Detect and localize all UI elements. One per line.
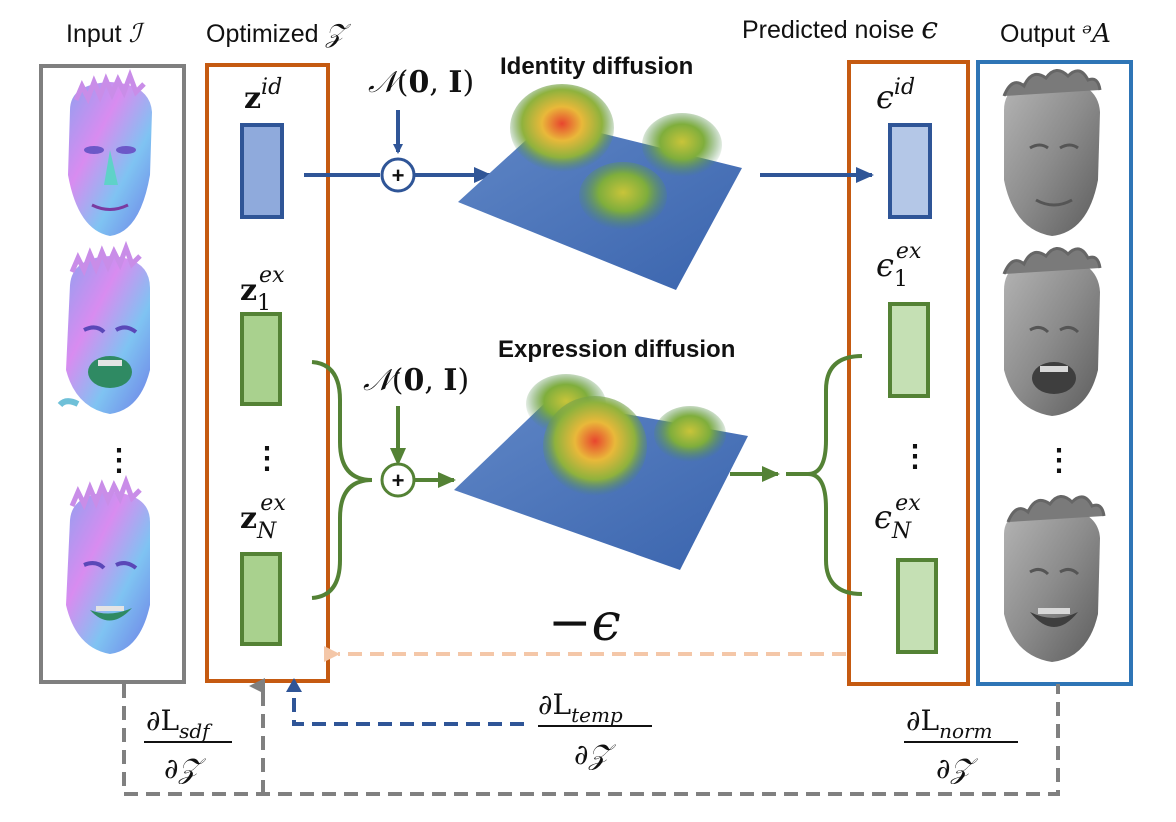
svg-text:∂Ltemp: ∂Ltemp — [538, 688, 623, 727]
eps1-ex-block — [888, 302, 930, 398]
z-id-label: zid — [244, 75, 282, 116]
output-frame — [976, 60, 1133, 686]
expression-diffusion-title: Expression diffusion — [498, 336, 735, 363]
identity-diffusion-title: Identity diffusion — [500, 53, 693, 80]
epsN-ex-label: ϵNex — [874, 491, 921, 544]
input-head-1 — [68, 68, 152, 236]
neg-eps-label: −ϵ — [548, 593, 621, 653]
loss-sdf-fraction: ∂Lsdf ∂𝒵 — [144, 704, 232, 785]
input-header: Input ℐ — [66, 19, 145, 49]
eps-dots: ⋮ — [900, 440, 930, 473]
svg-text:∂Lnorm: ∂Lnorm — [906, 704, 993, 743]
input-head-3 — [66, 474, 150, 654]
svg-text:∂𝒵: ∂𝒵 — [936, 752, 978, 785]
output-head-2 — [1002, 247, 1102, 416]
output-head-1 — [1002, 69, 1102, 236]
output-head-3 — [1004, 495, 1106, 662]
svg-text:∂Lsdf: ∂Lsdf — [146, 704, 213, 743]
optimized-header: Optimized 𝒵 — [206, 19, 352, 49]
epsN-ex-block — [896, 558, 938, 654]
predicted-noise-header: Predicted noise ϵ — [742, 11, 938, 46]
eps-ex-bracket-right — [786, 354, 863, 596]
z-dots: ⋮ — [252, 442, 282, 475]
optimized-frame — [205, 63, 330, 683]
noise-frame — [847, 60, 970, 686]
sum-node-expression-plus: + — [392, 468, 405, 493]
eps-id-label: ϵid — [876, 75, 915, 116]
input-frame — [39, 64, 186, 684]
z1-ex-label: z1ex — [240, 263, 285, 316]
noise-dist-bottom: 𝒩(0, I) — [363, 363, 469, 398]
zN-ex-label: zNex — [240, 491, 286, 544]
zN-ex-block — [240, 552, 282, 646]
loss-temp-fraction: ∂Ltemp ∂𝒵 — [538, 688, 652, 771]
expression-diffusion-surface — [454, 374, 748, 570]
eps1-ex-label: ϵ1ex — [876, 239, 922, 292]
svg-text:∂𝒵: ∂𝒵 — [164, 752, 206, 785]
identity-diffusion-surface — [458, 84, 742, 290]
loss-temp-path — [292, 690, 524, 726]
noise-dist-top: 𝒩(0, I) — [368, 65, 474, 100]
z-id-block — [240, 123, 284, 219]
output-header: Output ᵊA — [1000, 19, 1111, 49]
output-dots: ⋮ — [1044, 444, 1074, 477]
input-dots: ⋮ — [104, 444, 134, 477]
z1-ex-block — [240, 312, 282, 406]
input-head-2 — [57, 240, 150, 414]
loss-sdf-path — [122, 684, 1060, 796]
loss-norm-fraction: ∂Lnorm ∂𝒵 — [904, 704, 1018, 785]
svg-text:∂𝒵: ∂𝒵 — [574, 738, 616, 771]
eps-id-block — [888, 123, 932, 219]
sum-node-identity-plus: + — [392, 163, 405, 188]
